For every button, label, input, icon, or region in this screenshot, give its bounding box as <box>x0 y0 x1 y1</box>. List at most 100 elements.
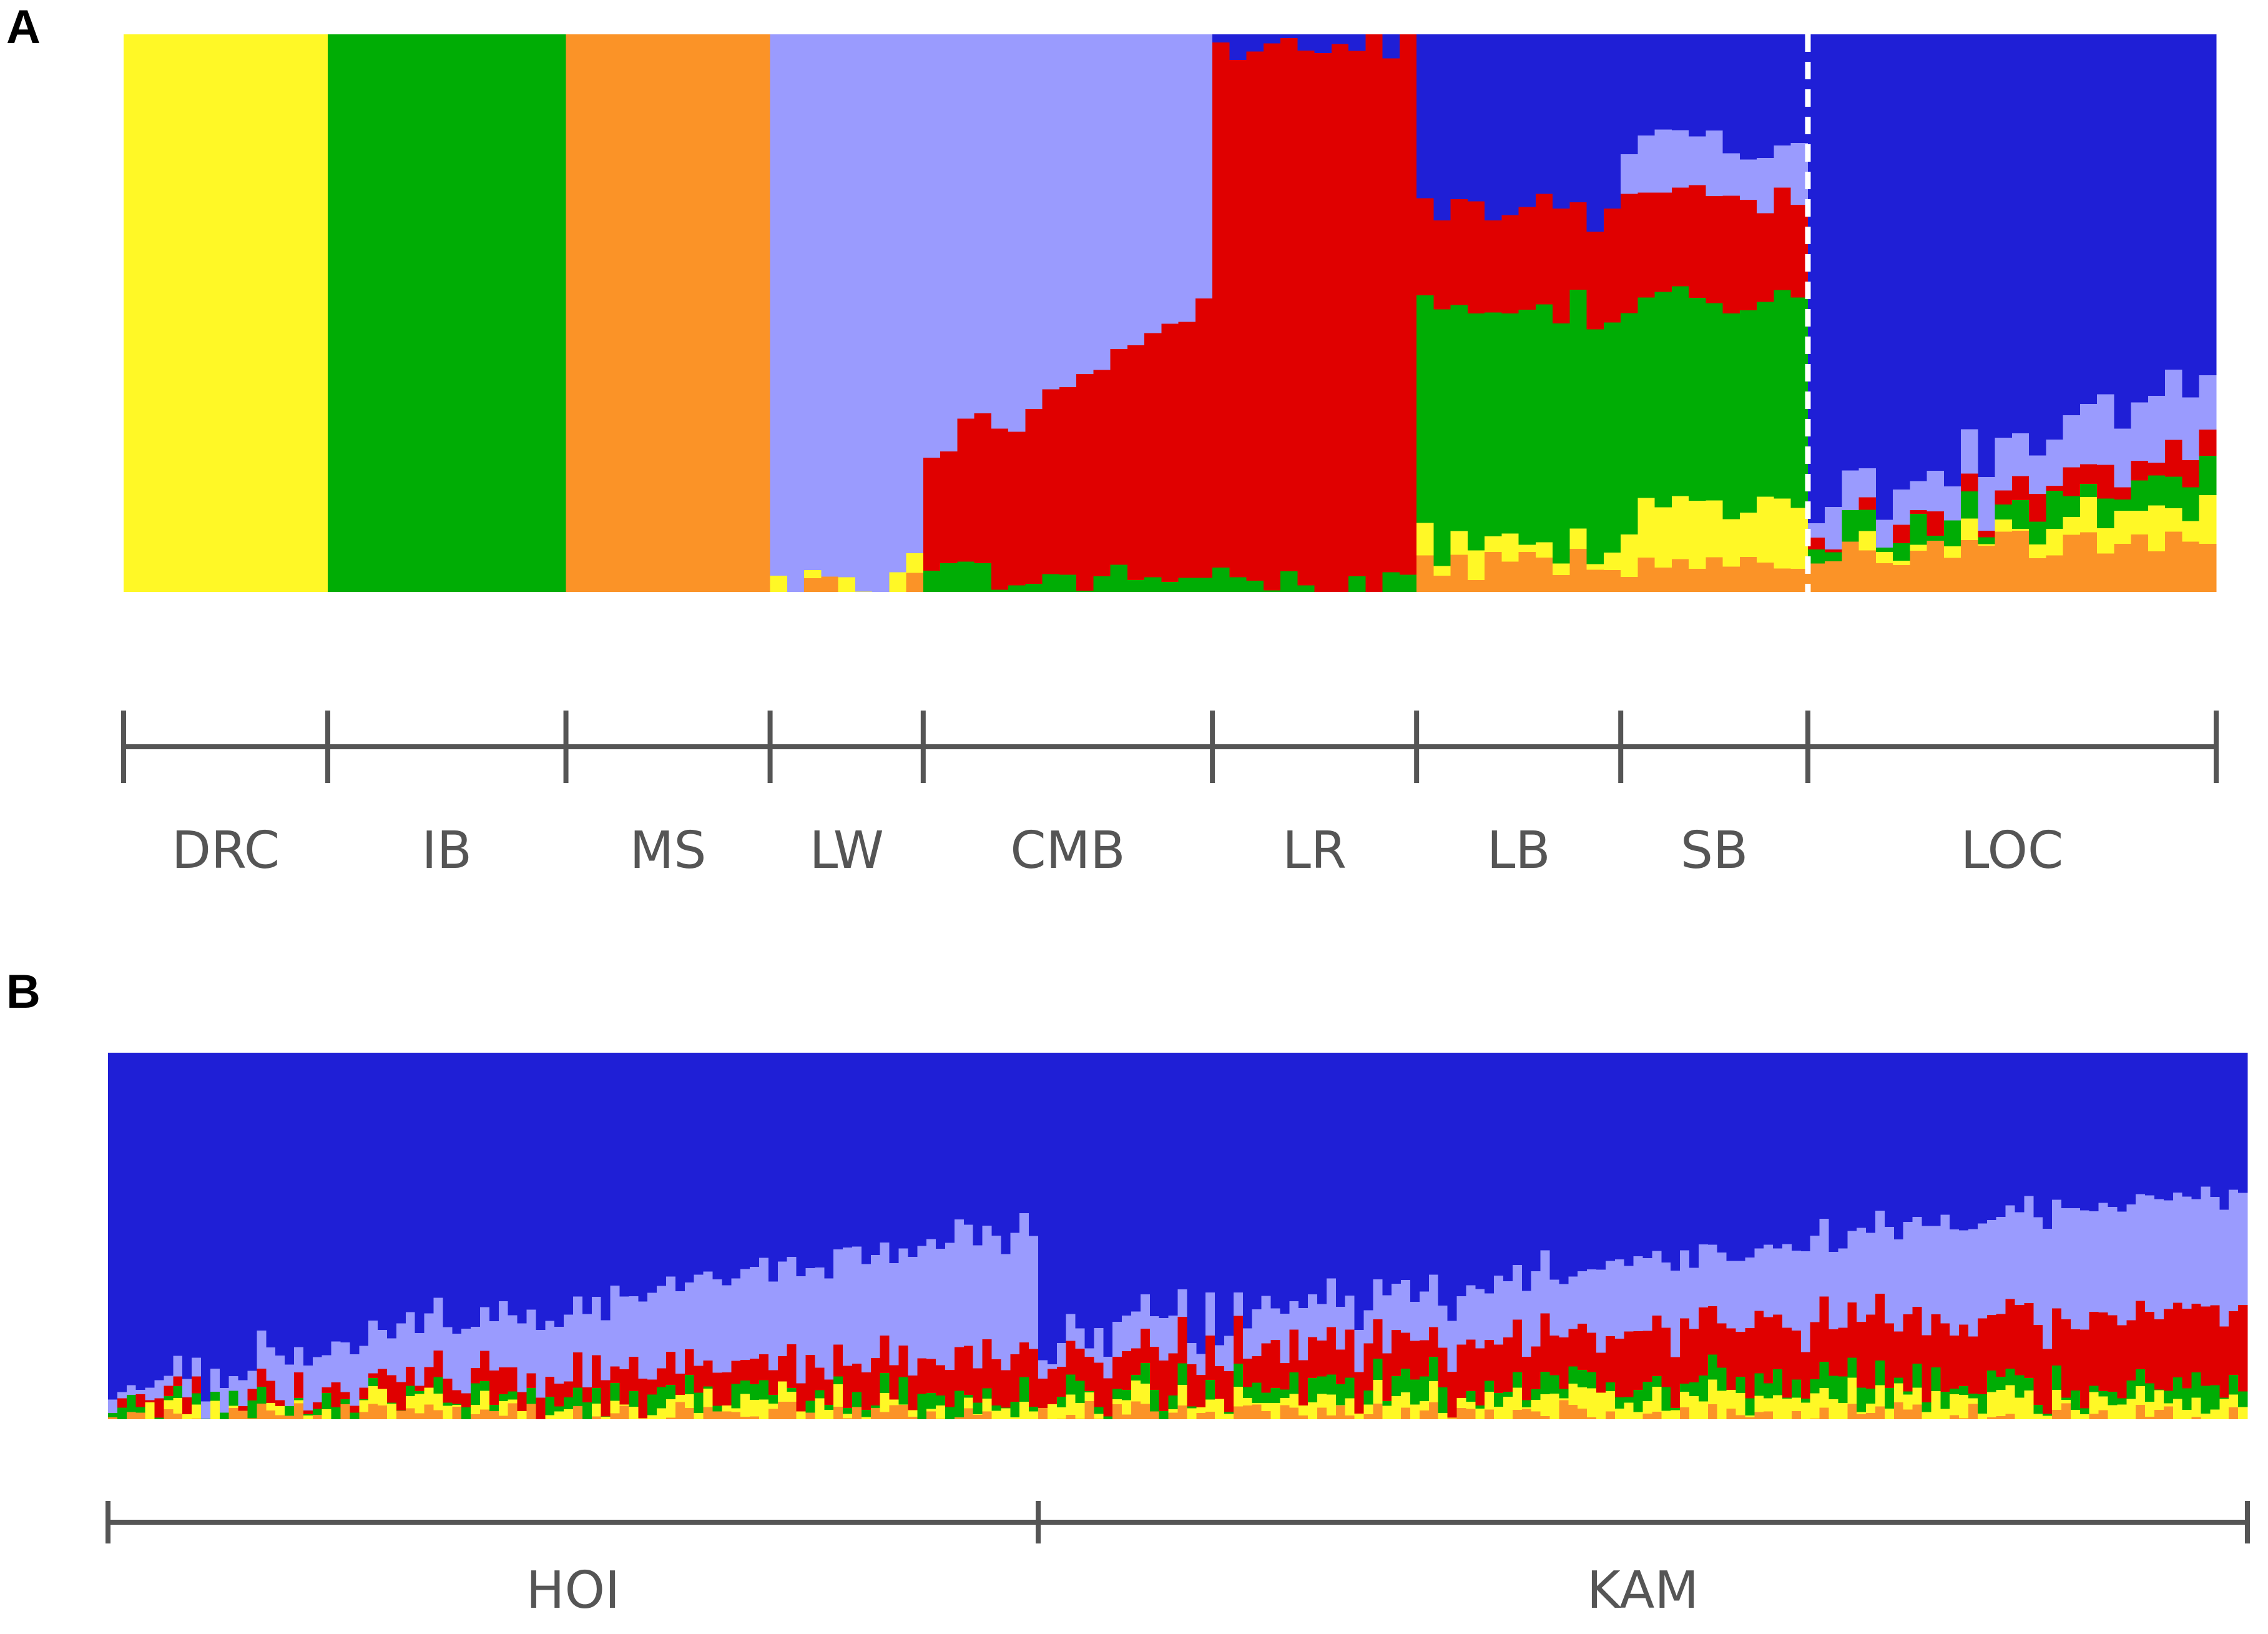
ancestry-bar-segment <box>1825 561 1843 592</box>
ancestry-bar-segment <box>1671 1053 1681 1271</box>
ancestry-bar-segment <box>1642 1331 1652 1382</box>
ancestry-bar-segment <box>2098 1396 2109 1410</box>
ancestry-bar-segment <box>601 1417 611 1419</box>
ancestry-bar-segment <box>2199 543 2217 592</box>
ancestry-bar-segment <box>2238 1053 2248 1193</box>
ancestry-bar-segment <box>843 1366 853 1408</box>
ancestry-bar-segment <box>1689 136 1707 185</box>
ancestry-bar-segment <box>1922 1402 1932 1412</box>
ancestry-bar-segment <box>1596 1053 1606 1270</box>
ancestry-bar-segment <box>1263 590 1281 592</box>
ancestry-bar-segment <box>1177 1053 1187 1289</box>
ancestry-bar-segment <box>1326 1394 1337 1415</box>
ancestry-bar-segment <box>1354 1053 1365 1330</box>
ancestry-bar-segment <box>1242 1359 1253 1387</box>
ancestry-bar-segment <box>1122 1053 1132 1316</box>
ancestry-bar-segment <box>1995 531 2013 592</box>
ancestry-bar-segment <box>2063 467 2081 496</box>
ancestry-bar-segment <box>1373 1379 1383 1404</box>
ancestry-bar-segment <box>1764 1398 1774 1412</box>
ancestry-bar-segment <box>145 1387 155 1400</box>
ancestry-bar-segment <box>1503 1391 1513 1397</box>
ancestry-bar-segment <box>2061 1399 2071 1404</box>
ancestry-bar-segment <box>1447 1417 1458 1419</box>
ancestry-bar-segment <box>870 1357 881 1405</box>
ancestry-bar-segment <box>1382 1053 1392 1296</box>
ancestry-bar-segment <box>982 1388 993 1399</box>
ancestry-bar-segment <box>1968 1394 1978 1399</box>
ancestry-bar-segment <box>1140 1329 1151 1363</box>
ancestry-bar-segment <box>712 1053 722 1280</box>
ancestry-bar-segment <box>777 1356 788 1382</box>
ancestry-bar-segment <box>1586 564 1604 570</box>
ancestry-bar-segment <box>461 1329 471 1394</box>
ancestry-bar-segment <box>2165 440 2183 477</box>
ancestry-bar-segment <box>1076 591 1094 592</box>
ancestry-bar-segment <box>833 1376 843 1384</box>
ancestry-bar-segment <box>1791 1331 1802 1380</box>
ancestry-bar-segment <box>1001 1254 1011 1371</box>
ancestry-bar-segment <box>1927 535 1945 541</box>
ancestry-bar-segment <box>1950 1229 1960 1336</box>
ancestry-bar-segment <box>1652 1387 1662 1412</box>
ancestry-bar-segment <box>396 1323 406 1382</box>
ancestry-bar-segment <box>1986 1315 1997 1371</box>
ancestry-bar-segment <box>1903 1314 1913 1392</box>
ancestry-bar-segment <box>350 1053 360 1354</box>
ancestry-bar-segment <box>350 1354 360 1406</box>
ancestry-bar-segment <box>1419 1410 1430 1419</box>
ancestry-bar-segment <box>722 1405 732 1412</box>
ancestry-bar-segment <box>1978 530 1996 538</box>
ancestry-bar-segment <box>1094 1407 1104 1414</box>
ancestry-bar-segment <box>2165 370 2183 440</box>
ancestry-bar-segment <box>1735 1376 1745 1393</box>
ancestry-bar-segment <box>564 1314 574 1382</box>
ancestry-bar-segment <box>1084 1053 1094 1349</box>
ancestry-bar-segment <box>1399 34 1417 575</box>
ancestry-bar-segment <box>266 1381 276 1404</box>
ancestry-bar-segment <box>1399 574 1417 592</box>
ancestry-bar-segment <box>526 1387 536 1404</box>
ancestry-bar-segment <box>277 34 295 592</box>
ancestry-bar-segment <box>647 1394 657 1415</box>
ancestry-bar-segment <box>228 1407 239 1419</box>
ancestry-bar-segment <box>1042 389 1060 574</box>
ancestry-bar-segment <box>889 572 907 592</box>
ancestry-bar-segment <box>1903 1053 1913 1223</box>
ancestry-bar-segment <box>1903 1409 1913 1419</box>
ancestry-bar-segment <box>1019 1213 1029 1343</box>
ancestry-bar-segment <box>2029 34 2047 456</box>
ancestry-bar-segment <box>629 1356 639 1391</box>
ancestry-bar-segment <box>2182 541 2200 592</box>
ancestry-bar-segment <box>1603 209 1621 323</box>
ancestry-bar-segment <box>554 1326 564 1384</box>
ancestry-bar-segment <box>508 1367 518 1392</box>
ancestry-bar-segment <box>303 1410 313 1414</box>
ancestry-bar-segment <box>173 1376 183 1386</box>
ancestry-bar-segment <box>1596 1269 1606 1353</box>
ancestry-bar-segment <box>2029 494 2047 522</box>
ancestry-bar-segment <box>1689 1382 1699 1396</box>
ancestry-bar-segment <box>1995 519 2013 532</box>
ancestry-bar-segment <box>1706 130 1724 197</box>
ancestry-bar-segment <box>1842 510 1860 542</box>
ancestry-bar-segment <box>666 1385 676 1399</box>
ancestry-bar-segment <box>1726 1328 1737 1390</box>
ancestry-bar-segment <box>2015 1375 2025 1398</box>
ancestry-bar-segment <box>2145 1402 2155 1417</box>
group-label: CMB <box>1010 821 1125 880</box>
ancestry-bar-segment <box>1205 1411 1215 1419</box>
ancestry-bar-segment <box>1433 576 1451 592</box>
ancestry-bar-segment <box>1178 34 1196 322</box>
ancestry-bar-segment <box>257 1053 267 1331</box>
ancestry-bar-segment <box>2145 1383 2155 1402</box>
ancestry-bar-segment <box>1363 1404 1373 1414</box>
ancestry-bar-segment <box>1354 1372 1365 1414</box>
ancestry-bar-segment <box>1893 564 1911 592</box>
ancestry-bar-segment <box>1866 1314 1876 1389</box>
ancestry-bar-segment <box>285 1406 295 1416</box>
ancestry-bar-segment <box>1922 1335 1932 1403</box>
ancestry-bar-segment <box>991 1235 1001 1359</box>
ancestry-bar-segment <box>2229 1189 2239 1311</box>
ancestry-bar-segment <box>2131 480 2149 511</box>
